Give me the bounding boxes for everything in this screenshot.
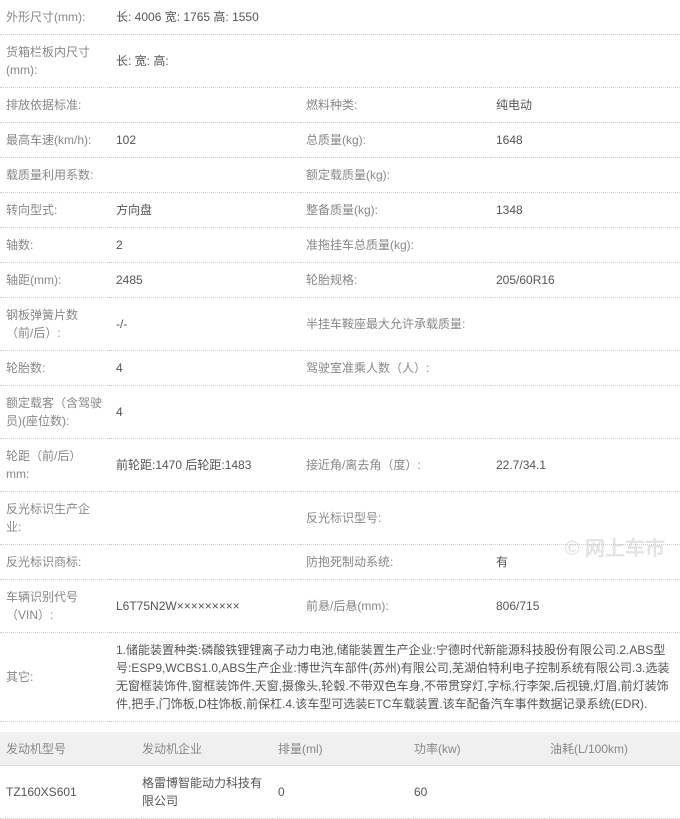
emission-std-label: 排放依据标准:	[0, 88, 110, 123]
engine-fuel-value	[544, 766, 680, 819]
engine-power-value: 60	[408, 766, 544, 819]
abs-value: 有	[490, 545, 680, 580]
axles-value: 2	[110, 228, 300, 263]
cab-seats-value	[490, 351, 680, 386]
approach-angle-value: 22.7/34.1	[490, 439, 680, 492]
engine-table: 发动机型号 发动机企业 排量(ml) 功率(kw) 油耗(L/100km) TZ…	[0, 732, 680, 819]
fuel-type-label: 燃料种类:	[300, 88, 490, 123]
tire-spec-label: 轮胎规格:	[300, 263, 490, 298]
total-mass-value: 1648	[490, 123, 680, 158]
wheelbase-label: 轴距(mm):	[0, 263, 110, 298]
engine-disp-header: 排量(ml)	[272, 732, 408, 766]
refl-brand-value	[110, 545, 300, 580]
rated-passengers-value: 4	[110, 386, 680, 439]
top-speed-label: 最高车速(km/h):	[0, 123, 110, 158]
steering-label: 转向型式:	[0, 193, 110, 228]
refl-brand-label: 反光标识商标:	[0, 545, 110, 580]
tire-spec-value: 205/60R16	[490, 263, 680, 298]
trailer-mass-label: 准拖挂车总质量(kg):	[300, 228, 490, 263]
refl-mfr-value	[110, 492, 300, 545]
engine-row: TZ160XS601 格雷博智能动力科技有限公司 0 60	[0, 766, 680, 819]
load-coef-label: 载质量利用系数:	[0, 158, 110, 193]
wheelbase-value: 2485	[110, 263, 300, 298]
other-value: 1.储能装置种类:磷酸铁锂锂离子动力电池,储能装置生产企业:宁德时代新能源科技股…	[110, 633, 680, 722]
refl-model-label: 反光标识型号:	[300, 492, 490, 545]
refl-model-value	[490, 492, 680, 545]
load-coef-value	[110, 158, 300, 193]
approach-angle-label: 接近角/离去角（度）:	[300, 439, 490, 492]
steering-value: 方向盘	[110, 193, 300, 228]
dimensions-value: 长: 4006 宽: 1765 高: 1550	[110, 0, 680, 35]
vin-value: L6T75N2W×××××××××	[110, 580, 300, 633]
engine-model-header: 发动机型号	[0, 732, 136, 766]
leaf-spring-label: 钢板弹簧片数（前/后）:	[0, 298, 110, 351]
refl-mfr-label: 反光标识生产企业:	[0, 492, 110, 545]
spec-table: 外形尺寸(mm): 长: 4006 宽: 1765 高: 1550 货箱栏板内尺…	[0, 0, 680, 722]
cab-seats-label: 驾驶室准乘人数（人）:	[300, 351, 490, 386]
rated-load-value	[490, 158, 680, 193]
saddle-load-label: 半挂车鞍座最大允许承载质量:	[300, 298, 490, 351]
total-mass-label: 总质量(kg):	[300, 123, 490, 158]
curb-mass-value: 1348	[490, 193, 680, 228]
engine-mfr-header: 发动机企业	[136, 732, 272, 766]
top-speed-value: 102	[110, 123, 300, 158]
overhang-value: 806/715	[490, 580, 680, 633]
rated-load-label: 额定载质量(kg):	[300, 158, 490, 193]
fuel-type-value: 纯电动	[490, 88, 680, 123]
cargo-label: 货箱栏板内尺寸(mm):	[0, 35, 110, 88]
trailer-mass-value	[490, 228, 680, 263]
overhang-label: 前悬/后悬(mm):	[300, 580, 490, 633]
saddle-load-value	[490, 298, 680, 351]
tire-count-label: 轮胎数:	[0, 351, 110, 386]
engine-mfr-value: 格雷博智能动力科技有限公司	[136, 766, 272, 819]
emission-std-value	[110, 88, 300, 123]
track-value: 前轮距:1470 后轮距:1483	[110, 439, 300, 492]
tire-count-value: 4	[110, 351, 300, 386]
curb-mass-label: 整备质量(kg):	[300, 193, 490, 228]
rated-passengers-label: 额定载客（含驾驶员)(座位数):	[0, 386, 110, 439]
vin-label: 车辆识别代号（VIN）:	[0, 580, 110, 633]
engine-disp-value: 0	[272, 766, 408, 819]
abs-label: 防抱死制动系统:	[300, 545, 490, 580]
dimensions-label: 外形尺寸(mm):	[0, 0, 110, 35]
engine-power-header: 功率(kw)	[408, 732, 544, 766]
axles-label: 轴数:	[0, 228, 110, 263]
leaf-spring-value: -/-	[110, 298, 300, 351]
engine-model-value: TZ160XS601	[0, 766, 136, 819]
cargo-value: 长: 宽: 高:	[110, 35, 680, 88]
other-label: 其它:	[0, 633, 110, 722]
track-label: 轮距（前/后）mm:	[0, 439, 110, 492]
engine-fuel-header: 油耗(L/100km)	[544, 732, 680, 766]
